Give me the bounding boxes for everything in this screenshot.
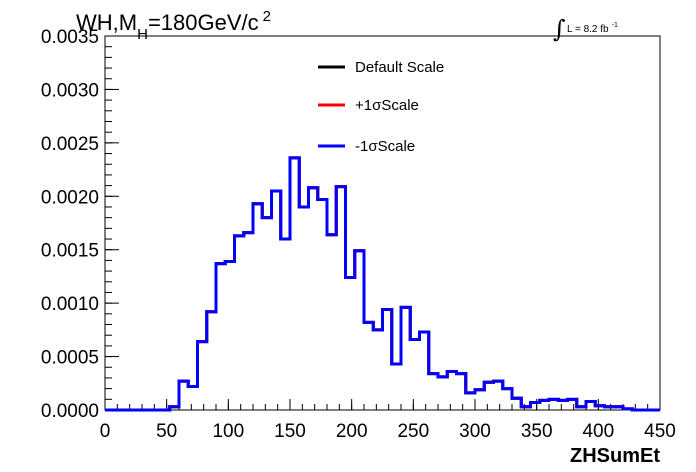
legend-label: +1σScale [355,97,419,114]
legend-label: -1σScale [355,138,415,155]
x-tick-label: 0 [100,421,111,442]
legend: Default Scale +1σScale -1σScale [318,59,444,155]
plot-frame [104,35,661,411]
x-tick-label: 100 [212,421,244,442]
legend-label: Default Scale [355,59,444,76]
luminosity-superscript: -1 [612,22,618,29]
chart-title: WH,MH=180GeV/c 2 [76,8,271,43]
x-tick-label: 50 [156,421,177,442]
y-axis: 0.0000 0.0005 0.0010 0.0015 0.0020 0.0025 0.00… [41,27,119,422]
y-tick-label: 0.0015 [41,241,99,262]
y-tick-label: 0.0035 [41,27,99,48]
integral-sign: ∫ [553,15,566,43]
x-tick-label: 400 [582,421,614,442]
title-subscript: H [137,26,148,43]
series-layer [105,156,660,412]
x-tick-label: 150 [274,421,306,442]
y-tick-label: 0.0025 [41,134,99,155]
x-tick-label: 450 [644,421,676,442]
luminosity-text: L = 8.2 fb -1 [567,22,618,35]
y-tick-label: 0.0020 [41,187,99,208]
y-tick-label: 0.0000 [41,401,99,422]
title-superscript: 2 [263,8,271,25]
x-tick-label: 200 [336,421,368,442]
x-tick-label: 250 [397,421,429,442]
series-line-0 [105,156,660,412]
x-tick-label: 300 [459,421,491,442]
y-tick-label: 0.0005 [41,348,99,369]
series-line-1 [105,156,660,412]
x-tick-label: 350 [521,421,553,442]
luminosity-value: L = 8.2 fb [567,24,609,35]
x-axis: 0 50 100 150 200 250 300 350 400 450 [100,399,676,442]
title-main: WH,M [76,10,137,35]
series-line-2 [105,156,660,412]
luminosity-label: ∫ L = 8.2 fb -1 [553,15,618,43]
title-rest: =180GeV/c [148,10,259,35]
y-tick-label: 0.0010 [41,294,99,315]
x-axis-title: ZHSumEt [570,445,660,467]
y-tick-label: 0.0030 [41,80,99,101]
